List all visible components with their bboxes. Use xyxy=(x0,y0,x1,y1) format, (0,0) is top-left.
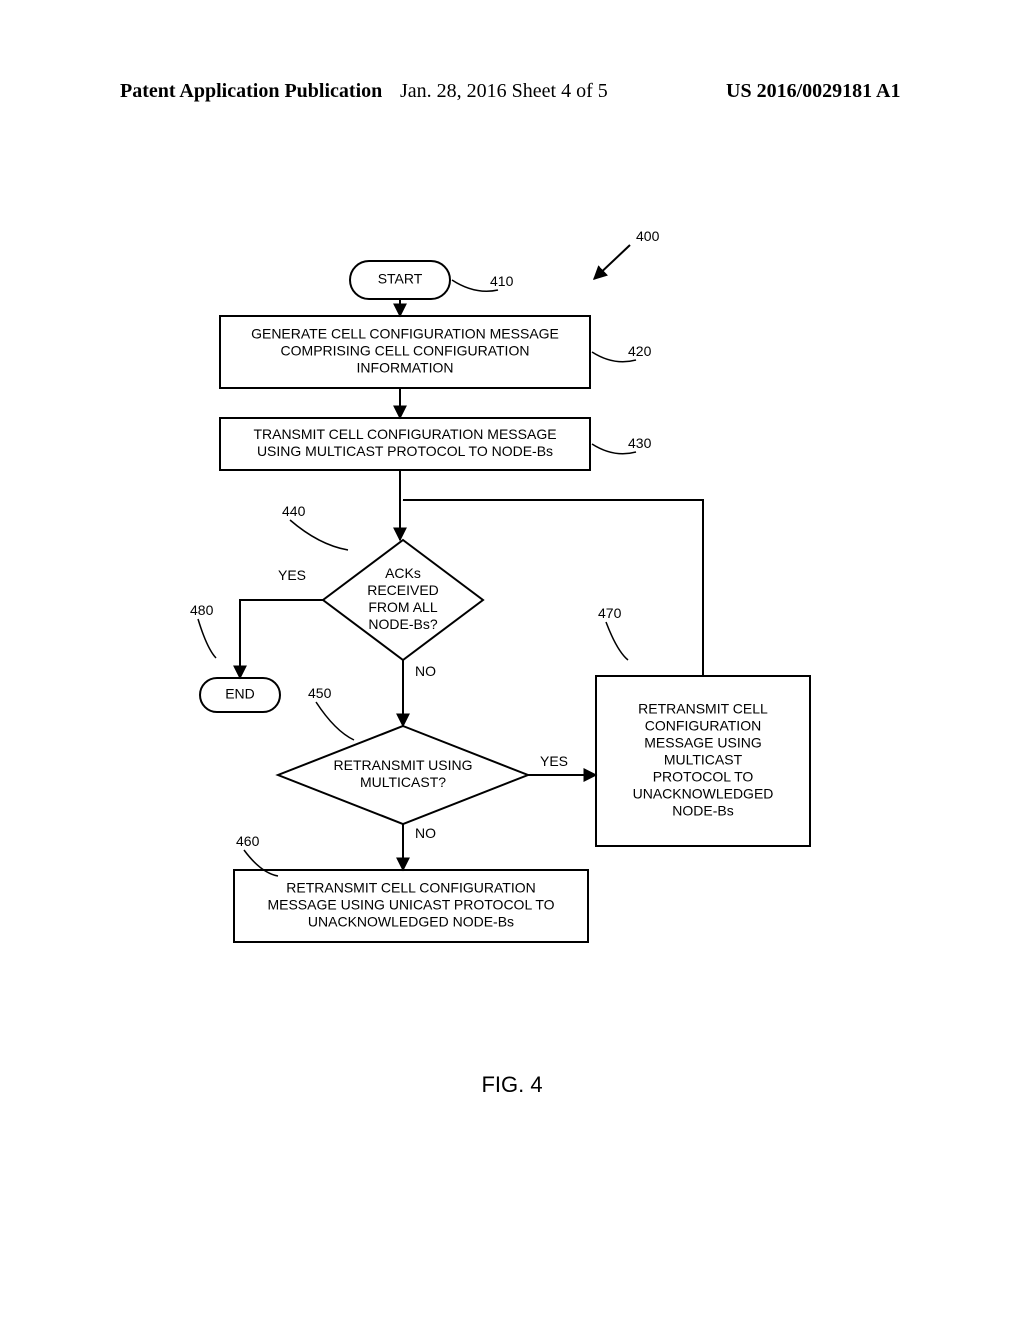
svg-text:450: 450 xyxy=(308,685,332,701)
svg-text:470: 470 xyxy=(598,605,622,621)
svg-text:UNACKNOWLEDGED: UNACKNOWLEDGED xyxy=(633,786,774,802)
svg-text:MESSAGE USING: MESSAGE USING xyxy=(644,735,761,751)
svg-text:460: 460 xyxy=(236,833,260,849)
figure-label: FIG. 4 xyxy=(0,1072,1024,1098)
svg-text:USING MULTICAST PROTOCOL TO NO: USING MULTICAST PROTOCOL TO NODE-Bs xyxy=(257,443,553,459)
svg-text:CONFIGURATION: CONFIGURATION xyxy=(645,718,761,734)
svg-text:FROM ALL: FROM ALL xyxy=(368,599,437,615)
svg-text:UNACKNOWLEDGED NODE-Bs: UNACKNOWLEDGED NODE-Bs xyxy=(308,914,514,930)
svg-text:TRANSMIT CELL CONFIGURATION ME: TRANSMIT CELL CONFIGURATION MESSAGE xyxy=(253,426,556,442)
svg-text:GENERATE CELL CONFIGURATION ME: GENERATE CELL CONFIGURATION MESSAGE xyxy=(251,326,559,342)
svg-text:COMPRISING CELL CONFIGURATION: COMPRISING CELL CONFIGURATION xyxy=(281,343,530,359)
svg-text:400: 400 xyxy=(636,228,660,244)
svg-text:MULTICAST: MULTICAST xyxy=(664,752,743,768)
svg-text:INFORMATION: INFORMATION xyxy=(357,360,454,376)
svg-text:START: START xyxy=(378,271,423,287)
svg-text:NO: NO xyxy=(415,825,436,841)
flowchart: 400 START 410 GENERATE CELL CONFIGURATION M… xyxy=(100,220,900,1060)
svg-text:NO: NO xyxy=(415,663,436,679)
svg-text:NODE-Bs?: NODE-Bs? xyxy=(368,616,437,632)
svg-text:480: 480 xyxy=(190,602,214,618)
svg-text:RECEIVED: RECEIVED xyxy=(367,582,439,598)
svg-text:END: END xyxy=(225,686,255,702)
svg-text:YES: YES xyxy=(278,567,306,583)
svg-text:NODE-Bs: NODE-Bs xyxy=(672,803,733,819)
pub-title: Patent Application Publication xyxy=(120,80,382,103)
svg-text:PROTOCOL TO: PROTOCOL TO xyxy=(653,769,754,785)
svg-text:RETRANSMIT CELL CONFIGURATION: RETRANSMIT CELL CONFIGURATION xyxy=(286,880,535,896)
svg-text:MULTICAST?: MULTICAST? xyxy=(360,774,446,790)
svg-text:440: 440 xyxy=(282,503,306,519)
svg-text:ACKs: ACKs xyxy=(385,565,421,581)
svg-text:YES: YES xyxy=(540,753,568,769)
pub-date: Jan. 28, 2016 Sheet 4 of 5 xyxy=(400,80,608,103)
page: Patent Application Publication Jan. 28, … xyxy=(0,0,1024,1320)
page-header: Patent Application Publication Jan. 28, … xyxy=(0,80,1024,104)
svg-text:RETRANSMIT CELL: RETRANSMIT CELL xyxy=(638,701,768,717)
pub-number: US 2016/0029181 A1 xyxy=(726,80,900,103)
svg-text:MESSAGE USING UNICAST PROTOCOL: MESSAGE USING UNICAST PROTOCOL TO xyxy=(267,897,554,913)
svg-text:420: 420 xyxy=(628,343,652,359)
svg-text:410: 410 xyxy=(490,273,514,289)
svg-text:RETRANSMIT USING: RETRANSMIT USING xyxy=(334,757,473,773)
svg-text:430: 430 xyxy=(628,435,652,451)
